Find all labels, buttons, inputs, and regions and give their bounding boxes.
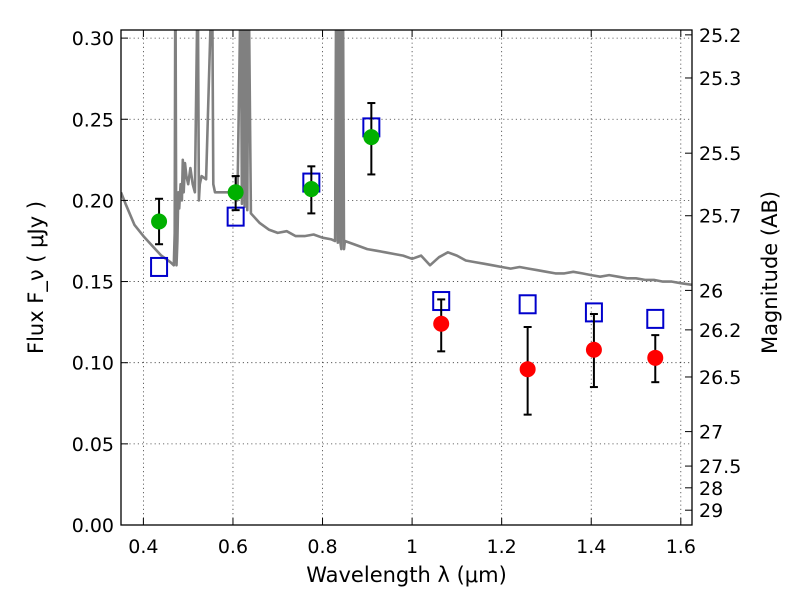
data-point-marker [363, 129, 380, 146]
x-tick-label: 1.4 [576, 536, 606, 558]
grid [121, 30, 692, 526]
y-tick-label: 0.20 [72, 190, 114, 212]
x-tick-label: 0.6 [218, 536, 248, 558]
y-tick-label: 0.00 [72, 515, 114, 537]
axis-ticks [121, 30, 692, 526]
y-tick-label: 0.10 [72, 353, 114, 375]
mag-tick-label: 29 [699, 500, 723, 522]
x-tick-label: 1 [406, 536, 418, 558]
mag-tick-label: 28 [699, 478, 723, 500]
model-spectrum-line [121, 30, 692, 287]
data-point-marker [433, 315, 450, 332]
mag-tick-label: 25.5 [699, 143, 741, 165]
mag-tick-label: 27 [699, 422, 723, 444]
data-point-marker [647, 349, 664, 366]
x-tick-label: 0.8 [307, 536, 337, 558]
mag-tick-label: 26 [699, 280, 723, 302]
data-point-marker [519, 361, 536, 378]
data-point-marker [151, 213, 168, 230]
x-axis-label: Wavelength λ (μm) [306, 563, 507, 587]
model-square-marker [150, 256, 169, 277]
model-square-marker [518, 294, 537, 315]
y-tick-label: 0.05 [72, 434, 114, 456]
mag-tick-label: 25.2 [699, 25, 741, 47]
model-square-marker [646, 308, 665, 329]
data-point-marker [303, 181, 320, 198]
mag-tick-label: 27.5 [699, 456, 741, 478]
data-point-marker [585, 341, 602, 358]
axes-frame [120, 29, 693, 526]
y-axis-label: Flux F_ν ( μJy ) [24, 201, 49, 354]
mag-tick-label: 26.2 [699, 320, 741, 342]
mag-tick-label: 25.3 [699, 68, 741, 90]
x-tick-label: 1.6 [666, 536, 696, 558]
x-tick-label: 0.4 [128, 536, 158, 558]
axis-labels: 0.4 0.6 0.8 1 1.2 1.4 1.6 0.00 0.05 0.10 0.15 0.20 0… [24, 25, 782, 587]
y-tick-label: 0.30 [72, 28, 114, 50]
y-tick-label: 0.25 [72, 109, 114, 131]
mag-tick-label: 26.5 [699, 367, 741, 389]
x-tick-label: 1.2 [487, 536, 517, 558]
data-point-marker [227, 184, 244, 201]
mag-tick-label: 25.7 [699, 206, 741, 228]
y-tick-label: 0.15 [72, 272, 114, 294]
plot-area [121, 30, 692, 416]
y2-axis-label: Magnitude (AB) [758, 191, 782, 354]
